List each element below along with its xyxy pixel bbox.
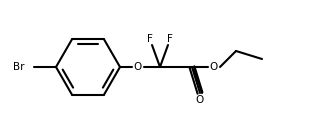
Text: Br: Br xyxy=(14,62,25,72)
Text: O: O xyxy=(196,95,204,105)
Text: O: O xyxy=(134,62,142,72)
Text: O: O xyxy=(210,62,218,72)
Text: F: F xyxy=(147,34,153,44)
Text: F: F xyxy=(167,34,173,44)
